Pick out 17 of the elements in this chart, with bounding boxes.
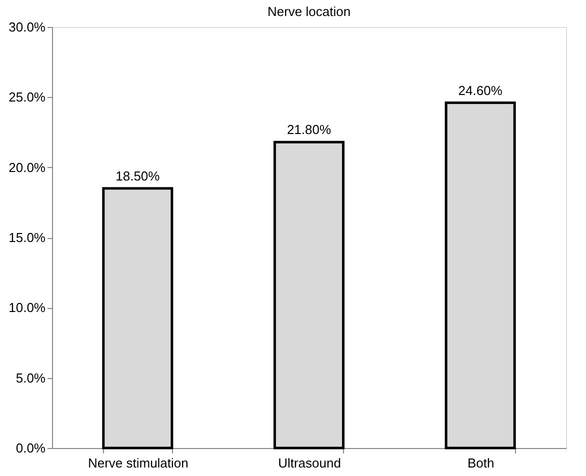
y-tick-label: 10.0% <box>8 300 46 316</box>
chart-title: Nerve location <box>267 4 351 19</box>
x-tick-label: Nerve stimulation <box>88 456 188 470</box>
x-tick-label: Both <box>467 456 494 470</box>
data-label: 21.80% <box>286 122 332 138</box>
y-tick-label: 30.0% <box>8 20 46 34</box>
bar <box>273 140 345 450</box>
data-label: 18.50% <box>116 168 160 184</box>
bar <box>444 102 516 450</box>
y-tick-label: 25.0% <box>8 90 46 105</box>
x-tick-label: Ultrasound <box>278 456 341 470</box>
y-tick-label: 20.0% <box>8 160 46 175</box>
y-tick-label: 15.0% <box>8 230 46 245</box>
data-label: 24.60% <box>458 82 503 98</box>
y-tick-label: 5.0% <box>16 370 46 386</box>
bar <box>102 187 174 450</box>
y-tick-label: 0.0% <box>16 440 46 456</box>
